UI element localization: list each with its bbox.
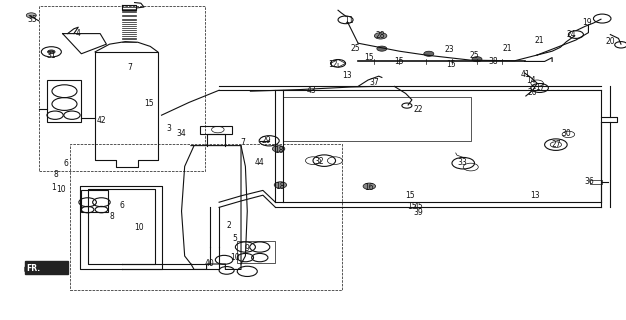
Text: 13: 13 xyxy=(342,71,352,80)
Text: 37: 37 xyxy=(369,78,379,87)
Text: 19: 19 xyxy=(582,18,592,27)
Circle shape xyxy=(377,46,387,51)
Text: 21: 21 xyxy=(502,44,512,53)
Text: 20: 20 xyxy=(605,37,615,46)
Text: 6: 6 xyxy=(63,159,68,168)
Text: 10: 10 xyxy=(230,253,240,262)
Text: 17: 17 xyxy=(535,83,545,92)
Bar xyxy=(25,261,68,274)
Text: 35: 35 xyxy=(28,15,38,24)
Text: 32: 32 xyxy=(314,157,324,166)
Bar xyxy=(47,80,81,122)
Circle shape xyxy=(363,183,376,189)
Text: 40: 40 xyxy=(205,259,215,268)
Text: 3: 3 xyxy=(167,124,172,132)
Text: 12: 12 xyxy=(328,60,338,68)
Text: 42: 42 xyxy=(96,116,106,125)
Text: 28: 28 xyxy=(376,31,386,40)
Text: 4: 4 xyxy=(76,29,81,38)
Text: 25: 25 xyxy=(351,44,361,53)
Text: 15: 15 xyxy=(364,53,374,62)
Text: 29: 29 xyxy=(261,136,271,145)
Text: 1: 1 xyxy=(51,183,56,192)
Circle shape xyxy=(424,51,434,56)
Text: 5: 5 xyxy=(232,234,237,243)
Text: 45: 45 xyxy=(413,202,423,211)
Text: 15: 15 xyxy=(446,60,456,68)
Text: 41: 41 xyxy=(521,70,531,79)
Text: 10: 10 xyxy=(134,223,144,232)
Text: 21: 21 xyxy=(535,36,545,45)
Text: 16: 16 xyxy=(364,183,374,192)
Text: 34: 34 xyxy=(177,129,187,138)
Text: 39: 39 xyxy=(413,208,423,217)
Text: 18: 18 xyxy=(274,146,284,155)
Text: 15: 15 xyxy=(407,202,417,211)
Text: FR.: FR. xyxy=(26,264,41,273)
Text: 8: 8 xyxy=(109,212,114,221)
Text: 14: 14 xyxy=(526,76,536,85)
Text: 24: 24 xyxy=(566,30,576,39)
Text: 15: 15 xyxy=(394,57,404,66)
Circle shape xyxy=(272,146,285,152)
Bar xyxy=(81,190,108,212)
Text: 8: 8 xyxy=(54,170,59,179)
Bar xyxy=(237,241,275,263)
Circle shape xyxy=(374,33,387,39)
Text: 33: 33 xyxy=(457,158,467,167)
Text: 13: 13 xyxy=(530,191,540,200)
Circle shape xyxy=(26,13,36,18)
Text: 15: 15 xyxy=(144,99,154,108)
Text: 43: 43 xyxy=(307,86,317,95)
Circle shape xyxy=(48,50,55,54)
Text: 30: 30 xyxy=(562,129,572,138)
Text: 36: 36 xyxy=(585,177,595,186)
Text: 9: 9 xyxy=(245,244,250,253)
Circle shape xyxy=(274,182,287,188)
Text: 15: 15 xyxy=(405,191,415,200)
Text: 44: 44 xyxy=(255,158,265,167)
Text: 27: 27 xyxy=(551,140,561,149)
Text: 25: 25 xyxy=(470,51,480,60)
Text: 7: 7 xyxy=(240,138,245,147)
Text: 22: 22 xyxy=(413,105,423,114)
Text: 26: 26 xyxy=(527,88,537,97)
Bar xyxy=(590,180,602,184)
Text: 38: 38 xyxy=(488,57,498,66)
Polygon shape xyxy=(25,263,39,271)
Text: 6: 6 xyxy=(120,201,125,210)
Text: 10: 10 xyxy=(56,185,66,194)
Text: 23: 23 xyxy=(444,45,454,54)
Text: 11: 11 xyxy=(344,16,354,25)
Text: 7: 7 xyxy=(128,63,133,72)
Text: 2: 2 xyxy=(226,221,231,230)
Text: 31: 31 xyxy=(46,51,56,60)
Circle shape xyxy=(472,57,482,62)
Text: 18: 18 xyxy=(275,182,285,191)
